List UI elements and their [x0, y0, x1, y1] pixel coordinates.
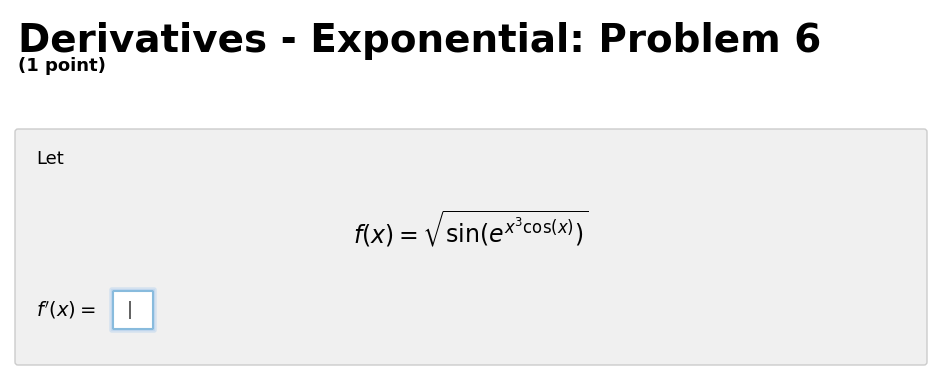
FancyBboxPatch shape — [113, 291, 153, 329]
FancyBboxPatch shape — [15, 129, 927, 365]
Text: $f'(x) =$: $f'(x) =$ — [36, 299, 95, 321]
FancyBboxPatch shape — [111, 289, 155, 331]
Text: Let: Let — [36, 150, 64, 168]
Text: $f(x) = \sqrt{\sin(e^{x^3\cos(x)})}$: $f(x) = \sqrt{\sin(e^{x^3\cos(x)})}$ — [353, 208, 589, 249]
Text: $|$: $|$ — [126, 299, 132, 321]
Text: (1 point): (1 point) — [18, 57, 106, 75]
Text: Derivatives - Exponential: Problem 6: Derivatives - Exponential: Problem 6 — [18, 22, 821, 60]
